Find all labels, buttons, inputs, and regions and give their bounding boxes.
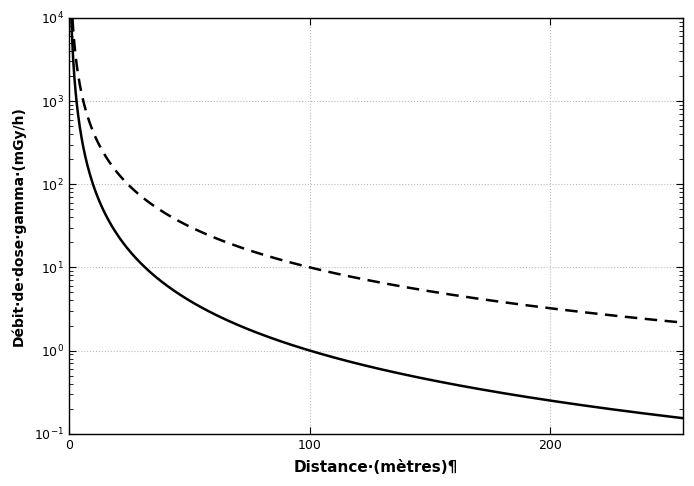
Y-axis label: Débit·de·dose·gamma·(mGy/h): Débit·de·dose·gamma·(mGy/h) bbox=[11, 106, 26, 346]
X-axis label: Distance·(mètres)¶: Distance·(mètres)¶ bbox=[294, 460, 458, 475]
